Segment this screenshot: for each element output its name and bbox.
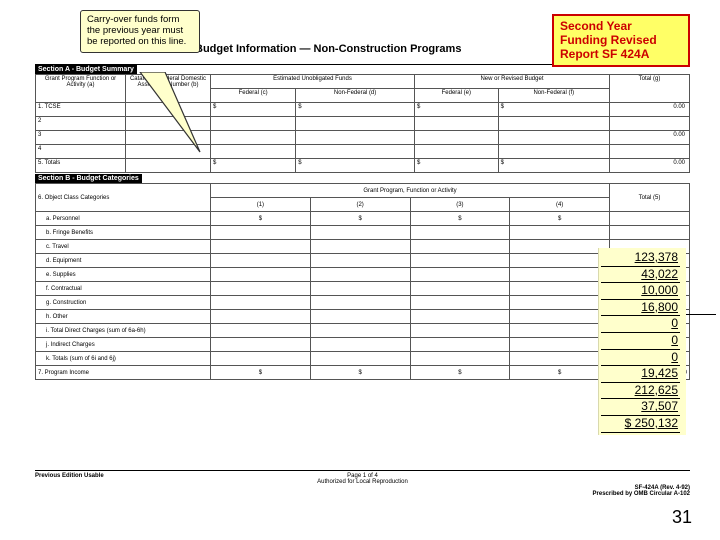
- overlay-value: 0: [601, 350, 680, 367]
- b-col-head: (3): [410, 198, 510, 212]
- overlay-rule: [686, 314, 716, 315]
- fed-e: Federal (e): [414, 89, 498, 103]
- form-footer: Previous Edition Usable Page 1 of 4 Auth…: [35, 470, 690, 485]
- tot-head: Total (g): [610, 75, 690, 103]
- b-col-head: (1): [211, 198, 311, 212]
- section-b-wrap: Section B - Budget Categories 6. Object …: [35, 174, 690, 380]
- footer-right-bot: Prescribed by OMB Circular A-102: [593, 491, 690, 497]
- overlay-value: 19,425: [601, 366, 680, 383]
- table-row: 5. Totals: [36, 159, 126, 173]
- overlay-value: 10,000: [601, 283, 680, 300]
- form-title: Budget Information — Non-Construction Pr…: [195, 43, 461, 55]
- b-row: k. Totals (sum of 6i and 6j): [36, 352, 211, 366]
- b-row: c. Travel: [36, 240, 211, 254]
- b-row: g. Construction: [36, 296, 211, 310]
- nr-head: New or Revised Budget: [414, 75, 609, 89]
- b-col-head: (4): [510, 198, 610, 212]
- section-b-header: Section B - Budget Categories: [35, 174, 142, 183]
- overlay-value: 16,800: [601, 300, 680, 317]
- b-row: h. Other: [36, 310, 211, 324]
- b-row: f. Contractual: [36, 282, 211, 296]
- b-row: i. Total Direct Charges (sum of 6a-6h): [36, 324, 211, 338]
- b-head-top: Grant Program, Function or Activity: [211, 184, 610, 198]
- row7: 7. Program Income: [36, 366, 211, 380]
- b-row: e. Supplies: [36, 268, 211, 282]
- overlay-value: 0: [601, 333, 680, 350]
- nfed-d: Non-Federal (d): [296, 89, 415, 103]
- overlay-value: 43,022: [601, 267, 680, 284]
- b-head-total: Total (5): [610, 184, 690, 212]
- overlay-value: 0: [601, 316, 680, 333]
- overlay-value: 123,378: [601, 250, 680, 267]
- table-row: 3: [36, 131, 126, 145]
- fed-c: Federal (c): [211, 89, 296, 103]
- section-b-table: 6. Object Class Categories Grant Program…: [35, 183, 690, 380]
- note-pointer: [120, 72, 220, 162]
- col-a-head: Grant Program Function or Activity (a): [36, 75, 126, 103]
- b-row: j. Indirect Charges: [36, 338, 211, 352]
- b-col-head: (2): [310, 198, 410, 212]
- b-row6: 6. Object Class Categories: [36, 184, 211, 212]
- nfed-f: Non-Federal (f): [498, 89, 609, 103]
- b-row: b. Fringe Benefits: [36, 226, 211, 240]
- table-row: 1. TCSE: [36, 103, 126, 117]
- eo-head: Estimated Unobligated Funds: [211, 75, 415, 89]
- page-number: 31: [672, 507, 692, 528]
- b-row: d. Equipment: [36, 254, 211, 268]
- carryover-note: Carry-over funds form the previous year …: [80, 10, 200, 53]
- overlay-value: 212,625: [601, 383, 680, 400]
- b-row: a. Personnel: [36, 212, 211, 226]
- overlay-value: $ 250,132: [601, 416, 680, 433]
- values-overlay: 123,37843,02210,00016,80000019,425212,62…: [598, 248, 686, 435]
- table-row: 2: [36, 117, 126, 131]
- footer-left: Previous Edition Usable: [35, 473, 104, 479]
- overlay-value: 37,507: [601, 399, 680, 416]
- table-row: 4: [36, 145, 126, 159]
- red-callout: Second Year Funding Revised Report SF 42…: [552, 14, 690, 67]
